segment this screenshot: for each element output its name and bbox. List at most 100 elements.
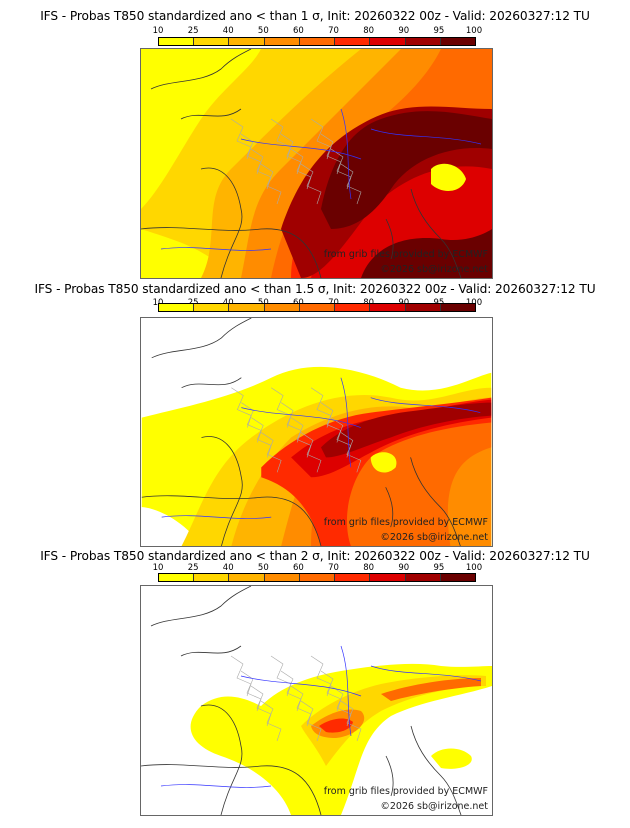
region-border — [280, 402, 302, 443]
colorbar-tick-label: 25 — [187, 563, 199, 573]
probability-contour — [321, 111, 492, 229]
coastline — [150, 586, 252, 627]
colorbar-segment — [299, 574, 336, 581]
colorbar-tick-label: 60 — [293, 26, 304, 36]
colorbar-segment — [159, 38, 195, 45]
coastline — [385, 755, 394, 797]
probability-contour — [431, 748, 472, 769]
region-border — [250, 148, 272, 190]
region-border — [300, 432, 322, 473]
river — [160, 784, 272, 788]
map-canvas — [141, 586, 492, 815]
region-border — [280, 133, 302, 175]
colorbar-tick-label: 10 — [152, 563, 164, 573]
probability-map: from grib files provided by ECMWF ©2026 … — [140, 48, 493, 279]
colorbar — [158, 573, 476, 582]
coastline — [141, 764, 322, 815]
colorbar-segment — [194, 304, 230, 311]
colorbar-segment — [405, 304, 441, 311]
colorbar-segment — [264, 304, 300, 311]
credit-source: from grib files provided by ECMWF — [323, 249, 488, 260]
coastline — [180, 108, 242, 120]
river — [370, 397, 481, 413]
coastline — [151, 318, 252, 359]
colorbar-segment — [229, 38, 265, 45]
region-border — [340, 163, 362, 205]
region-border — [261, 432, 282, 473]
river — [340, 645, 352, 737]
probability-contour — [370, 452, 397, 473]
colorbar-tick-label: 100 — [465, 26, 483, 36]
coastline — [150, 49, 252, 90]
colorbar-tick-label: 95 — [433, 26, 445, 36]
region-border — [300, 700, 322, 742]
rivers — [160, 645, 482, 788]
credit-source: from grib files provided by ECMWF — [323, 517, 488, 528]
colorbar-segment — [370, 304, 406, 311]
probability-field — [141, 49, 492, 278]
colorbar-tick-labels: 10 25 40 50 60 70 80 90 95 100 — [153, 26, 483, 36]
colorbar-segment — [194, 38, 230, 45]
colorbar-segment — [335, 304, 371, 311]
panel-3: IFS - Probas T850 standardized ano < tha… — [0, 548, 630, 818]
colorbar-segment — [299, 304, 336, 311]
borders — [230, 118, 362, 205]
region-border — [271, 387, 292, 428]
colorbar-tick-label: 90 — [398, 26, 410, 36]
probability-contour — [141, 49, 261, 209]
credit-copyright: ©2026 sb@irizone.net — [380, 264, 488, 275]
credit-copyright: ©2026 sb@irizone.net — [380, 532, 488, 543]
probability-contour — [361, 229, 492, 278]
map-canvas — [141, 318, 492, 546]
colorbar-segment — [335, 574, 371, 581]
colorbar-segment — [440, 574, 475, 581]
region-border — [330, 417, 352, 458]
region-border — [270, 655, 292, 697]
colorbar-tick-label: 80 — [363, 563, 375, 573]
region-border — [290, 685, 312, 727]
colorbar-segment — [229, 304, 265, 311]
region-border — [270, 118, 292, 160]
probability-field — [141, 366, 492, 546]
river — [370, 128, 482, 145]
colorbar-segment — [264, 38, 300, 45]
panel-1: IFS - Probas T850 standardized ano < tha… — [0, 0, 630, 280]
region-border — [230, 118, 252, 160]
map-canvas — [141, 49, 492, 278]
colorbar-tick-label: 40 — [222, 26, 234, 36]
colorbar-segment — [264, 574, 300, 581]
probability-contour — [431, 163, 466, 191]
colorbar-tick-label: 95 — [433, 563, 445, 573]
coastline — [141, 495, 322, 546]
region-border — [330, 685, 352, 727]
region-border — [320, 670, 342, 712]
probability-contour — [301, 675, 486, 766]
coastline — [181, 377, 242, 389]
region-border — [330, 148, 352, 190]
region-border — [260, 163, 282, 205]
probability-map: from grib files provided by ECMWF ©2026 … — [140, 317, 493, 547]
probability-contour — [261, 397, 492, 546]
colorbar-tick-labels: 10 25 40 50 60 70 80 90 95 100 — [153, 563, 483, 573]
river — [340, 377, 352, 468]
coastline — [385, 218, 394, 260]
probability-map: from grib files provided by ECMWF ©2026 … — [140, 585, 493, 816]
panel-title: IFS - Probas T850 standardized ano < tha… — [40, 9, 590, 23]
region-border — [230, 655, 252, 697]
probability-contour — [320, 402, 492, 458]
colorbar-segment — [229, 574, 265, 581]
region-border — [231, 387, 252, 428]
panel-2: IFS - Probas T850 standardized ano < tha… — [0, 280, 630, 548]
colorbar-tick-label: 100 — [465, 563, 483, 573]
coastline — [410, 188, 462, 278]
region-border — [320, 402, 342, 443]
colorbar-tick-label: 50 — [257, 26, 269, 36]
river — [160, 247, 272, 251]
credit-source: from grib files provided by ECMWF — [323, 786, 488, 797]
coastline — [410, 457, 461, 546]
colorbar-segment — [405, 574, 441, 581]
colorbar-segment — [440, 304, 475, 311]
probability-contour — [319, 718, 353, 733]
river — [161, 515, 272, 519]
coastline — [410, 725, 462, 815]
